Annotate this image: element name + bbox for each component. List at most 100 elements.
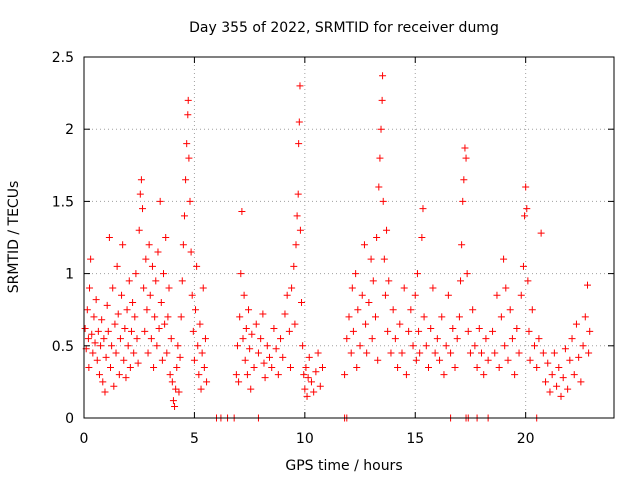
data-point bbox=[98, 316, 106, 324]
x-axis-label: GPS time / hours bbox=[285, 458, 402, 474]
data-point bbox=[462, 154, 470, 162]
data-point bbox=[99, 378, 107, 386]
data-point bbox=[451, 363, 459, 371]
data-point bbox=[140, 284, 148, 292]
data-point bbox=[581, 313, 589, 321]
data-point bbox=[141, 327, 149, 335]
data-point bbox=[105, 234, 113, 241]
data-point bbox=[180, 212, 188, 220]
data-point bbox=[152, 277, 160, 285]
data-point bbox=[531, 342, 538, 350]
data-point bbox=[200, 363, 208, 371]
data-point bbox=[523, 205, 531, 213]
data-point bbox=[459, 197, 467, 205]
data-point bbox=[132, 270, 140, 278]
data-point bbox=[184, 111, 192, 119]
data-point bbox=[238, 208, 246, 216]
data-point bbox=[555, 363, 563, 371]
data-point bbox=[307, 378, 315, 386]
data-point bbox=[458, 241, 466, 249]
data-point bbox=[303, 392, 311, 400]
data-point bbox=[533, 363, 541, 371]
data-point bbox=[240, 291, 248, 299]
data-point bbox=[119, 241, 127, 249]
data-point bbox=[111, 320, 119, 328]
data-point bbox=[245, 306, 253, 314]
data-point bbox=[109, 284, 117, 292]
data-point bbox=[241, 356, 249, 364]
data-point bbox=[299, 342, 307, 350]
data-point bbox=[281, 310, 289, 318]
data-point bbox=[394, 363, 402, 371]
data-point bbox=[501, 342, 509, 350]
data-point bbox=[380, 255, 388, 263]
data-point bbox=[301, 385, 309, 393]
data-point bbox=[118, 291, 126, 299]
data-point bbox=[247, 385, 255, 393]
data-point bbox=[310, 388, 318, 396]
data-point bbox=[144, 349, 152, 357]
data-point bbox=[108, 342, 116, 350]
y-tick-label: 2.5 bbox=[52, 50, 74, 66]
data-point bbox=[233, 342, 241, 350]
data-point bbox=[291, 320, 299, 328]
data-point bbox=[90, 313, 98, 321]
data-point bbox=[412, 356, 420, 364]
data-point bbox=[121, 324, 129, 332]
data-point bbox=[373, 234, 381, 241]
data-point bbox=[579, 342, 587, 350]
data-point bbox=[367, 255, 375, 263]
data-point bbox=[184, 96, 192, 104]
data-point bbox=[305, 353, 313, 361]
data-point bbox=[293, 212, 301, 220]
data-point bbox=[248, 330, 256, 338]
grid-lines bbox=[84, 57, 614, 418]
data-point bbox=[521, 212, 529, 220]
data-point bbox=[341, 371, 349, 379]
data-point bbox=[296, 82, 304, 90]
data-point bbox=[133, 335, 141, 343]
data-point bbox=[283, 291, 291, 299]
data-point bbox=[365, 298, 373, 306]
data-point bbox=[377, 125, 385, 133]
data-point bbox=[295, 118, 303, 126]
data-point bbox=[500, 255, 508, 263]
data-point bbox=[174, 342, 182, 350]
data-point bbox=[561, 345, 569, 353]
data-point bbox=[345, 313, 353, 321]
data-point bbox=[94, 327, 102, 335]
data-point bbox=[504, 356, 512, 364]
data-point bbox=[440, 371, 448, 379]
data-point bbox=[145, 241, 153, 249]
data-point bbox=[103, 301, 111, 309]
data-point bbox=[198, 349, 206, 357]
y-tick-label: 0.5 bbox=[52, 339, 74, 355]
data-point bbox=[272, 345, 280, 353]
data-point bbox=[89, 349, 97, 357]
data-point bbox=[185, 154, 193, 162]
data-point bbox=[189, 327, 197, 335]
data-point bbox=[188, 291, 196, 299]
data-point bbox=[150, 363, 158, 371]
data-point bbox=[277, 335, 285, 343]
data-point bbox=[294, 190, 302, 198]
y-axis-label: SRMTID / TECUs bbox=[6, 181, 22, 294]
data-point bbox=[585, 349, 593, 357]
data-point bbox=[376, 154, 384, 162]
data-point bbox=[279, 353, 287, 361]
data-point bbox=[343, 335, 351, 343]
data-point bbox=[466, 349, 474, 357]
data-point bbox=[517, 291, 525, 299]
data-point bbox=[586, 327, 594, 335]
data-point bbox=[259, 310, 267, 318]
data-point bbox=[461, 144, 469, 152]
data-point bbox=[155, 324, 163, 332]
data-point bbox=[506, 306, 514, 314]
data-point bbox=[577, 378, 585, 386]
x-tick-label: 20 bbox=[517, 431, 535, 447]
data-point bbox=[239, 335, 247, 343]
data-point bbox=[151, 313, 159, 321]
data-point bbox=[347, 349, 355, 357]
data-point bbox=[415, 327, 423, 335]
y-tick-label: 1.5 bbox=[52, 194, 74, 210]
